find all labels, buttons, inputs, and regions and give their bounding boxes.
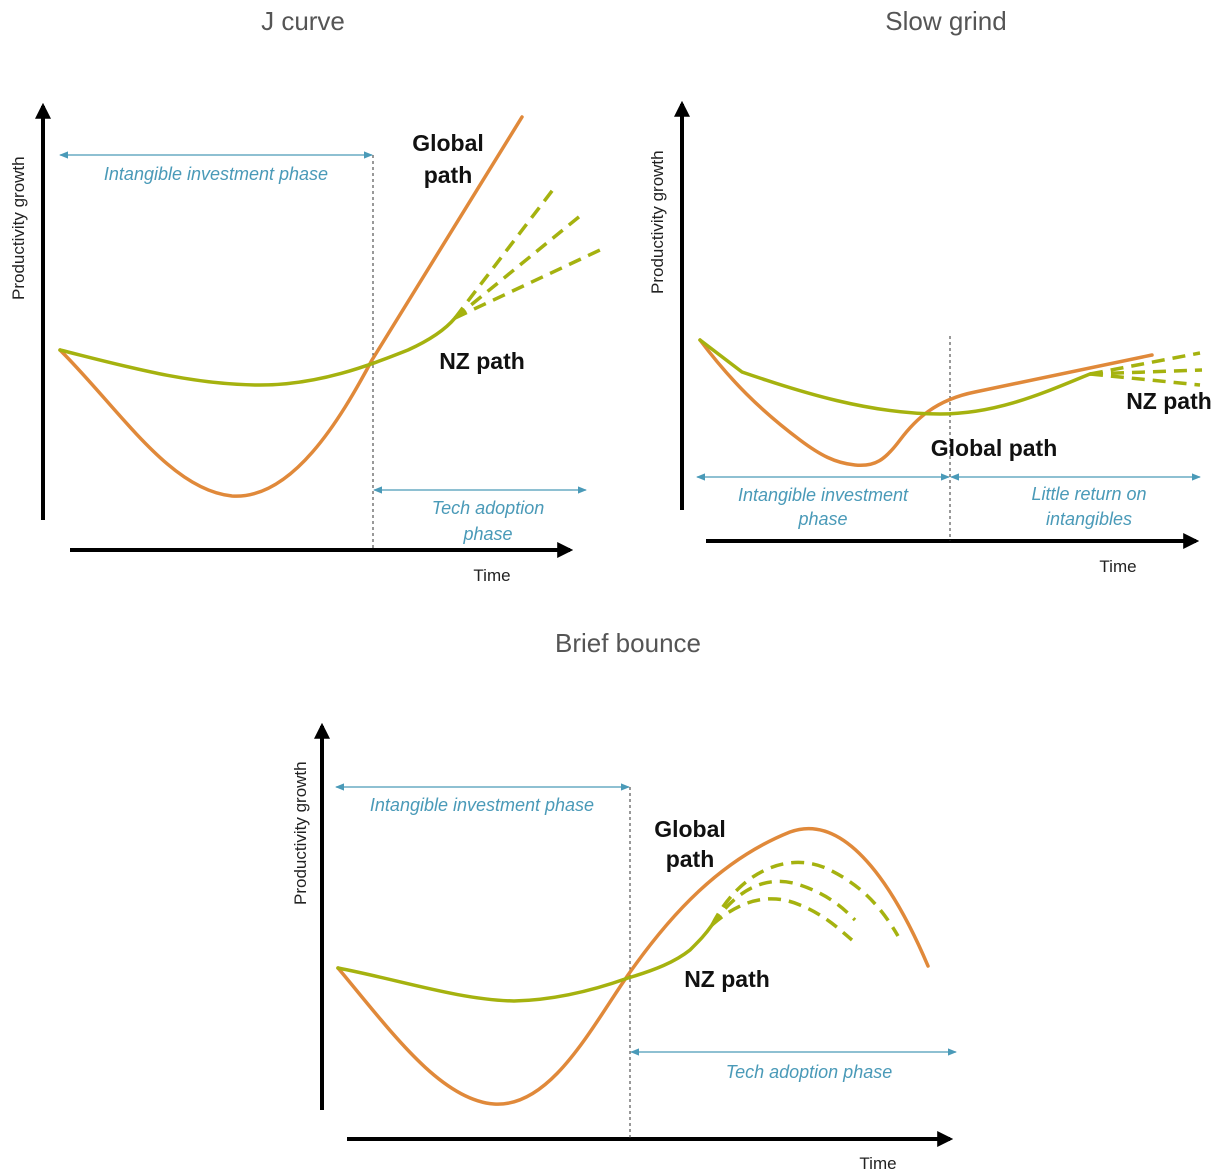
nz-scenario-high — [1089, 351, 1201, 376]
panel-title: J curve — [261, 6, 345, 36]
global-path-label: Global path — [931, 435, 1058, 461]
panel-brief-bounce: Brief bounce Productivity growth Time In… — [291, 628, 957, 1173]
phase-1-label: Intangible investment phase — [104, 164, 328, 184]
nz-scenario-low — [454, 248, 601, 320]
nz-scenario-mid — [1089, 368, 1203, 376]
phase-2-label: Tech adoption phase — [726, 1062, 892, 1082]
global-path-label-line2: path — [666, 846, 715, 872]
global-path-label-line1: Global — [654, 816, 726, 842]
global-path-label-line2: path — [424, 162, 473, 188]
panel-title: Slow grind — [885, 6, 1006, 36]
x-axis-label: Time — [1099, 557, 1136, 576]
phase-2-label-line2: phase — [462, 524, 512, 544]
global-path-label-line1: Global — [412, 130, 484, 156]
nz-scenario-mid — [453, 214, 582, 320]
nz-path-label: NZ path — [684, 966, 770, 992]
phase-1-label-line1: Intangible investment — [738, 485, 909, 505]
global-path-line — [58, 115, 524, 498]
global-path-line — [336, 826, 930, 1106]
phase-1-label: Intangible investment phase — [370, 795, 594, 815]
panel-j-curve: J curve Productivity growth Time Intangi… — [9, 6, 601, 585]
nz-path-label: NZ path — [439, 348, 525, 374]
x-axis-label: Time — [473, 566, 510, 585]
global-path-line — [698, 338, 1154, 468]
phase-2-label-line2: intangibles — [1046, 509, 1132, 529]
panel-title: Brief bounce — [555, 628, 701, 658]
x-axis-label: Time — [859, 1154, 896, 1173]
panel-slow-grind: Slow grind Productivity growth Time Inta… — [648, 6, 1212, 576]
phase-2-label-line1: Little return on — [1031, 484, 1146, 504]
nz-scenario-high — [453, 185, 557, 320]
y-axis-label: Productivity growth — [9, 156, 28, 300]
nz-path-line — [336, 923, 714, 1003]
y-axis-label: Productivity growth — [648, 150, 667, 294]
nz-scenario-high — [710, 860, 900, 937]
phase-2-label-line1: Tech adoption — [432, 498, 544, 518]
nz-scenario-low — [1089, 372, 1201, 387]
nz-path-line — [58, 316, 457, 387]
nz-path-line — [698, 338, 1092, 416]
phase-1-label-line2: phase — [797, 509, 847, 529]
nz-path-label: NZ path — [1126, 388, 1212, 414]
nz-scenario-mid — [710, 879, 857, 927]
nz-scenario-low — [710, 897, 854, 942]
y-axis-label: Productivity growth — [291, 761, 310, 905]
